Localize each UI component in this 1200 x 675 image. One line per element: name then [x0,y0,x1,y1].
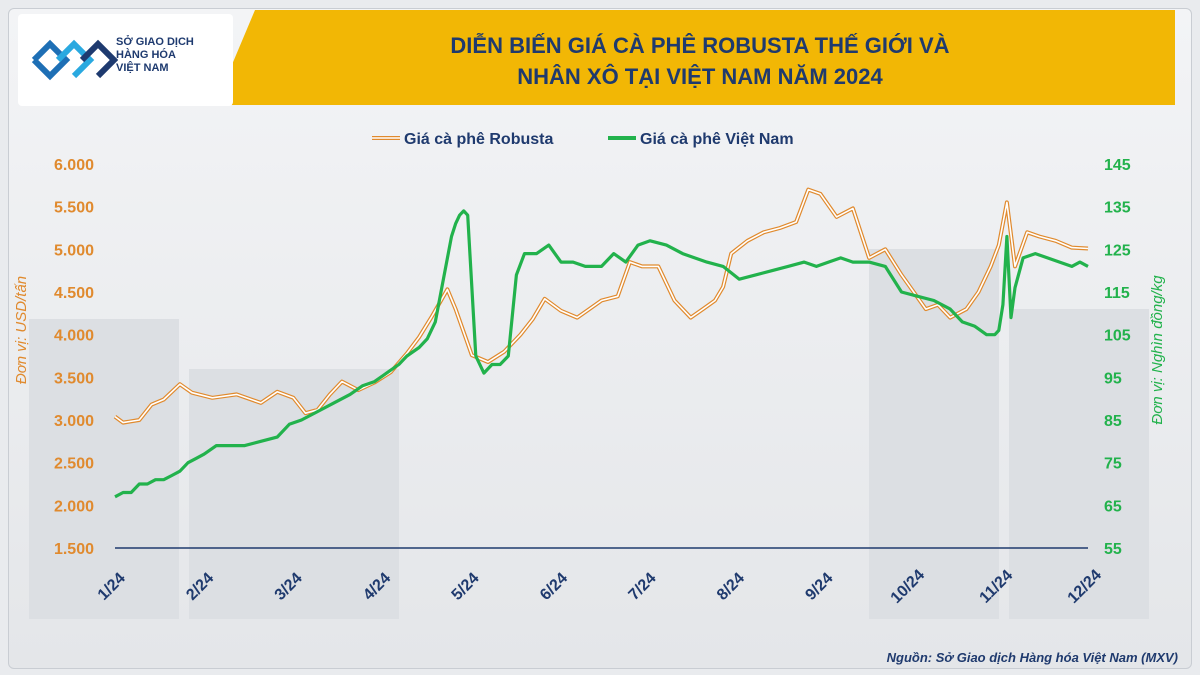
y-left-tick-label: 3.500 [54,370,94,387]
x-tick-label: 11/24 [977,567,1017,607]
y-right-tick-label: 85 [1104,413,1122,430]
x-tick-label: 8/24 [714,570,748,604]
y-right-tick-label: 55 [1104,541,1122,558]
legend-label-robusta: Giá cà phê Robusta [404,131,553,148]
title-line-1: DIỄN BIẾN GIÁ CÀ PHÊ ROBUSTA THẾ GIỚI VÀ [450,33,950,58]
y-left-tick-label: 4.500 [54,285,94,302]
logo-line: SỞ GIAO DỊCH [116,36,194,48]
background-building [29,319,179,619]
x-tick-label: 1/24 [95,570,129,604]
y-left-tick-label: 6.000 [54,157,94,174]
y-left-tick-label: 5.500 [54,200,94,217]
legend-label-vietnam: Giá cà phê Việt Nam [640,131,794,148]
x-tick-label: 9/24 [802,570,836,604]
y-left-tick-label: 4.000 [54,328,94,345]
background-building [189,369,399,619]
y-right-tick-label: 145 [1104,157,1131,174]
title-banner [215,10,1175,105]
y-left-tick-label: 2.000 [54,498,94,515]
series-line-robusta-inner [114,188,1089,424]
y-right-tick-label: 125 [1104,242,1131,259]
x-tick-label: 12/24 [1065,567,1105,607]
x-tick-label: 2/24 [183,570,217,604]
x-tick-label: 6/24 [537,570,571,604]
background-building [1009,309,1149,619]
x-tick-label: 3/24 [272,570,306,604]
x-tick-label: 4/24 [360,570,394,604]
y-right-tick-label: 115 [1104,285,1130,302]
mxv-chevron-logo-icon [31,39,118,81]
logo-line: HÀNG HÓA [116,49,176,61]
y-right-axis-title: Đơn vị: Nghìn đồng/kg [1149,275,1166,425]
y-left-axis-title: Đơn vị: USD/tấn [13,276,30,384]
source-note: Nguồn: Sở Giao dịch Hàng hóa Việt Nam (M… [886,650,1178,665]
x-tick-label: 5/24 [449,570,483,604]
x-tick-label: 10/24 [888,567,928,607]
y-left-tick-label: 2.500 [54,456,94,473]
chart-frame [8,8,1192,669]
y-left-tick-label: 1.500 [54,541,94,558]
y-left-tick-label: 5.000 [54,242,94,259]
y-right-tick-label: 75 [1104,456,1122,473]
page-title: DIỄN BIẾN GIÁ CÀ PHÊ ROBUSTA THẾ GIỚI VÀ… [300,30,1100,92]
y-right-tick-label: 65 [1104,498,1122,515]
y-left-tick-label: 3.000 [54,413,94,430]
y-right-tick-label: 95 [1104,370,1122,387]
logo: SỞ GIAO DỊCH HÀNG HÓA VIỆT NAM [18,14,233,106]
y-right-tick-label: 105 [1104,328,1131,345]
logo-text: SỞ GIAO DỊCH HÀNG HÓA VIỆT NAM [116,36,236,75]
x-tick-label: 7/24 [626,570,660,604]
series-line-vietnam [114,209,1089,499]
background-building [869,249,999,619]
y-right-tick-label: 135 [1104,200,1131,217]
logo-line: VIỆT NAM [116,62,169,74]
title-line-2: NHÂN XÔ TẠI VIỆT NAM NĂM 2024 [517,64,883,89]
